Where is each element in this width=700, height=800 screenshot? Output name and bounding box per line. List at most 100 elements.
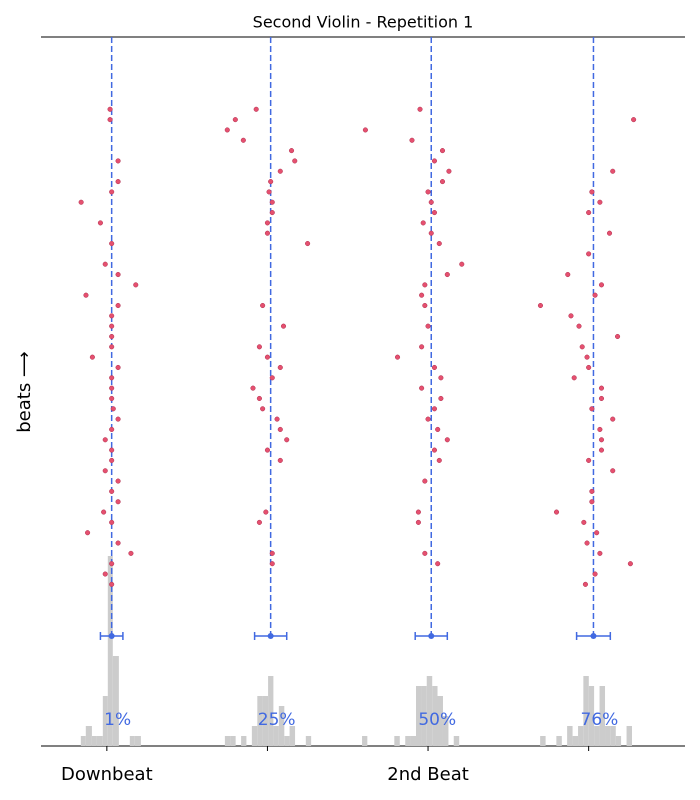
point [606,230,613,236]
point [256,519,262,525]
point [280,323,287,329]
histogram-bar [230,736,236,746]
point [444,271,450,278]
point [269,210,275,216]
point [431,158,438,164]
histogram-bar [615,736,622,746]
histogram-bar [578,726,584,746]
point [598,385,605,391]
chart-title: Second Violin - Repetition 1 [253,13,474,32]
point [264,220,270,226]
point [431,447,438,453]
histogram-bar [289,726,296,746]
phase-label: 1% [104,710,131,730]
point [422,282,428,288]
point [446,168,452,174]
histogram-bar [583,676,589,746]
point [435,426,441,432]
point [107,106,113,112]
point [109,488,115,494]
histogram-bar [394,736,400,746]
y-axis-label: beats ⟶ [14,351,35,433]
point [102,261,108,267]
point [415,519,421,525]
point [269,561,275,567]
point [305,241,311,247]
point [459,261,465,267]
point [436,241,442,247]
point [428,230,434,236]
histogram-bar [284,736,290,746]
point [438,395,444,402]
point [269,199,275,205]
point [109,519,115,525]
histogram-bar [610,726,616,746]
histogram-bar [362,736,368,746]
point [537,302,544,309]
point [586,251,592,257]
histogram-bar [437,696,443,746]
point [435,561,441,567]
point [97,220,103,226]
point [598,447,605,453]
point [83,292,89,298]
histogram-bar [273,726,279,746]
point [115,179,121,185]
point [109,447,115,453]
histogram-bar [405,736,411,746]
point [292,158,298,164]
point [409,137,415,143]
histogram-bar [626,726,633,746]
point [431,364,438,371]
point [277,364,283,371]
histogram-bar [134,736,141,746]
point [419,385,425,391]
point [109,333,115,340]
point [594,530,600,536]
histogram-bar [426,676,433,746]
histogram-bar [91,736,97,746]
point [256,344,262,350]
point [589,406,595,412]
point [422,478,428,484]
point [439,148,446,154]
point [102,468,108,474]
histogram-bar [567,726,573,746]
point [260,302,266,309]
point [109,189,115,195]
point [586,457,592,463]
histogram-bar [80,736,86,746]
point [420,220,426,226]
histogram-bar [588,686,595,746]
point [419,292,425,298]
histogram-bar [251,726,258,746]
point [592,571,598,577]
point [589,488,595,494]
point [597,550,603,556]
point [610,168,616,174]
point [438,375,444,381]
histogram-bar [257,696,263,746]
point [597,426,603,432]
point [109,581,115,587]
point [115,271,121,278]
point [240,137,246,143]
point [422,550,428,556]
histogram-bar [594,726,600,746]
point [85,530,91,536]
point [224,127,230,133]
point [109,375,115,381]
point [78,199,84,205]
point [582,581,588,587]
point [431,210,438,216]
point [115,364,121,371]
mean-point [267,633,274,639]
point [109,323,115,329]
point [597,199,603,205]
point [444,437,450,443]
histogram-bar [112,656,119,746]
histogram-bar [85,726,92,746]
point [581,519,587,525]
point [428,199,434,205]
point [133,282,139,288]
